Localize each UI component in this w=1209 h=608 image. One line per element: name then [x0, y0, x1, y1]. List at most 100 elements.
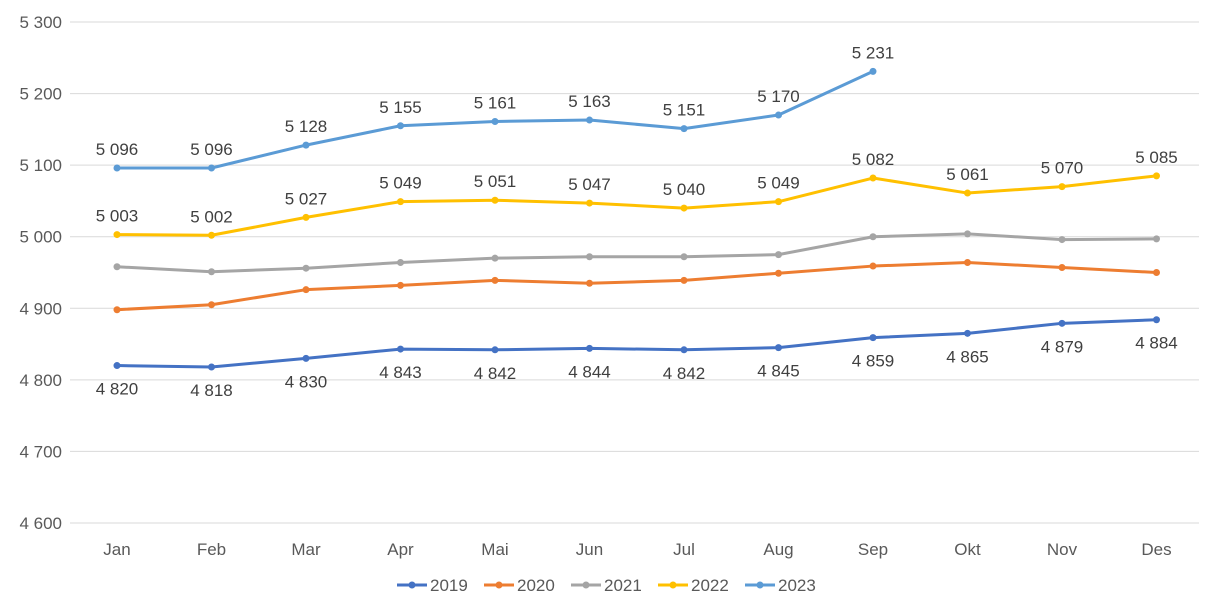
y-tick-label: 4 800 [19, 371, 62, 390]
data-point-2020 [1153, 269, 1160, 276]
data-point-2023 [113, 164, 121, 172]
legend-marker-2021 [582, 581, 590, 589]
legend: 2019 2020 2021 2022 2023 [397, 576, 816, 595]
data-point-2021 [775, 251, 782, 259]
data-point-2022 [1153, 172, 1160, 180]
series-line-2019 [115, 318, 1158, 369]
legend-label-2019: 2019 [430, 576, 468, 595]
data-point-2022 [1058, 183, 1066, 191]
legend-marker-2020 [495, 581, 503, 589]
data-point-2020 [964, 258, 971, 266]
data-label-2023: 5 161 [474, 93, 517, 112]
data-labels: 4 820 4 818 4 830 4 843 4 842 4 844 4 842 4 845… [96, 43, 1178, 400]
data-point-2023 [680, 125, 688, 133]
legend-marker-2022 [669, 581, 677, 589]
x-tick-label: Des [1141, 540, 1171, 559]
x-axis-ticks: Jan Feb Mar Apr Mai Jun Jul Aug Sep Okt Nov Des [103, 540, 1171, 559]
data-label-2022: 5 051 [474, 172, 517, 191]
data-point-2019 [680, 346, 688, 354]
data-label-2019: 4 842 [663, 364, 706, 383]
data-point-2022 [586, 199, 593, 207]
data-label-2022: 5 002 [190, 207, 233, 226]
data-label-2019: 4 884 [1135, 334, 1178, 353]
data-label-2022: 5 040 [663, 180, 706, 199]
legend-label-2023: 2023 [778, 576, 816, 595]
data-label-2019: 4 842 [474, 364, 517, 383]
data-point-2023 [869, 67, 877, 75]
data-point-2021 [1153, 235, 1160, 243]
data-label-2019: 4 844 [568, 362, 611, 381]
data-label-2022: 5 047 [568, 175, 611, 194]
x-tick-label: Aug [763, 540, 793, 559]
y-tick-label: 5 000 [19, 228, 62, 247]
x-tick-label: Okt [954, 540, 981, 559]
legend-marker-2023 [756, 581, 764, 589]
data-point-2019 [869, 334, 877, 342]
data-point-2019 [113, 362, 121, 370]
gridlines [70, 21, 1199, 524]
data-point-2020 [491, 276, 499, 284]
data-label-2022: 5 027 [285, 189, 328, 208]
data-label-2022: 5 085 [1135, 148, 1178, 167]
data-point-2020 [397, 281, 404, 289]
data-point-2022 [491, 196, 499, 204]
y-tick-label: 5 100 [19, 156, 62, 175]
data-label-2019: 4 820 [96, 380, 139, 399]
data-point-2020 [775, 269, 782, 277]
data-point-2021 [586, 253, 593, 261]
data-point-2021 [1058, 236, 1066, 244]
data-point-2022 [775, 198, 782, 206]
legend-label-2020: 2020 [517, 576, 555, 595]
data-label-2022: 5 070 [1041, 159, 1084, 178]
y-tick-label: 5 300 [19, 13, 62, 32]
y-axis-ticks: 4 600 4 700 4 800 4 900 5 000 5 100 5 200 5 300 [19, 13, 62, 533]
data-point-2022 [964, 189, 971, 197]
data-label-2019: 4 843 [379, 363, 422, 382]
data-label-2019: 4 830 [285, 372, 328, 391]
x-tick-label: Jul [673, 540, 695, 559]
data-point-2022 [680, 204, 688, 212]
x-tick-label: Jan [103, 540, 130, 559]
data-point-2021 [491, 254, 499, 262]
x-tick-label: Mai [481, 540, 508, 559]
x-tick-label: Apr [387, 540, 414, 559]
series-line-2020 [115, 260, 1158, 312]
data-label-2022: 5 049 [757, 174, 800, 193]
data-point-2022 [113, 231, 121, 239]
data-point-2023 [775, 111, 782, 119]
data-point-2019 [964, 329, 971, 337]
data-point-2020 [869, 262, 877, 270]
data-label-2019: 4 879 [1041, 337, 1084, 356]
data-point-2020 [1058, 263, 1066, 271]
data-point-2020 [680, 276, 688, 284]
series-lines [113, 67, 1160, 371]
legend-label-2022: 2022 [691, 576, 729, 595]
data-point-2021 [869, 233, 877, 241]
data-label-2023: 5 128 [285, 117, 328, 136]
x-tick-label: Mar [291, 540, 321, 559]
data-point-2023 [208, 164, 215, 172]
data-label-2019: 4 865 [946, 347, 989, 366]
data-label-2023: 5 151 [663, 101, 706, 120]
y-tick-label: 5 200 [19, 85, 62, 104]
data-point-2020 [586, 279, 593, 287]
data-point-2023 [302, 141, 310, 149]
data-point-2021 [302, 264, 310, 272]
x-tick-label: Sep [858, 540, 888, 559]
data-point-2019 [397, 345, 404, 353]
data-point-2019 [302, 354, 310, 362]
legend-marker-2019 [408, 581, 416, 589]
data-point-2019 [586, 344, 593, 352]
series-line-2021 [115, 232, 1158, 274]
data-point-2023 [586, 116, 593, 124]
data-point-2022 [397, 198, 404, 206]
data-point-2019 [775, 344, 782, 352]
data-point-2019 [491, 346, 499, 354]
data-label-2019: 4 818 [190, 381, 233, 400]
data-point-2021 [113, 263, 121, 271]
data-label-2022: 5 082 [852, 150, 895, 169]
data-label-2022: 5 061 [946, 165, 989, 184]
data-label-2023: 5 155 [379, 98, 422, 117]
data-point-2020 [208, 301, 215, 309]
